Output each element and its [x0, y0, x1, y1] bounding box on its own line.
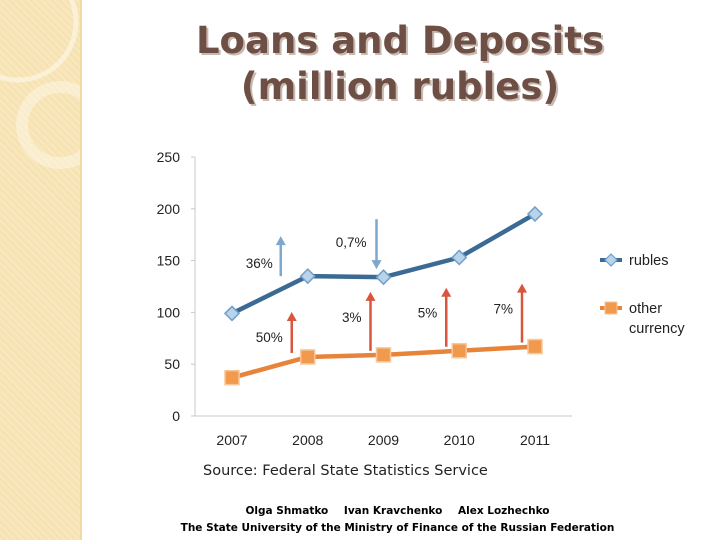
author-name: Alex Lozhechko	[458, 505, 550, 517]
data-point-rubles	[375, 269, 392, 286]
title-line-2: (million rubles)	[240, 65, 560, 108]
annotation-arrowhead	[371, 260, 382, 270]
y-tick-label: 100	[157, 304, 181, 320]
annotation-label: 50%	[256, 330, 283, 345]
data-point-other-currency	[527, 338, 543, 355]
y-tick-label: 250	[157, 149, 181, 165]
annotation-label: 3%	[342, 310, 362, 325]
x-tick-label: 2007	[216, 432, 247, 448]
data-point-other-currency	[451, 342, 467, 359]
author-name: Olga Shmatko	[245, 505, 329, 517]
annotation-arrowhead	[275, 236, 286, 246]
source-note: Source: Federal State Statistics Service	[203, 463, 488, 479]
slide-title: Loans and Deposits (million rubles)	[90, 18, 710, 110]
legend-marker-other-currency	[604, 301, 618, 315]
annotation-label: 5%	[418, 306, 438, 321]
legend-label: rubles	[629, 253, 669, 269]
x-tick-label: 2009	[368, 432, 399, 448]
x-tick-label: 2008	[292, 432, 323, 448]
legend-label: other	[629, 301, 662, 317]
y-tick-label: 50	[164, 356, 180, 372]
data-point-rubles	[223, 305, 241, 322]
legend-marker-rubles	[604, 253, 618, 267]
annotation-arrowhead	[517, 283, 527, 293]
y-tick-label: 0	[172, 408, 180, 424]
y-tick-label: 200	[157, 201, 181, 217]
x-tick-label: 2010	[444, 432, 475, 448]
data-point-other-currency	[375, 347, 392, 363]
annotation-label: 0,7%	[336, 235, 367, 250]
annotation-label: 7%	[493, 302, 513, 317]
data-point-other-currency	[224, 369, 240, 386]
data-point-rubles	[299, 268, 316, 285]
decorative-sidebar	[0, 0, 104, 540]
data-point-other-currency	[300, 349, 316, 365]
data-point-rubles	[451, 249, 468, 266]
footer: Olga Shmatko Ivan Kravchenko Alex Lozhec…	[150, 503, 645, 537]
series-line-0	[229, 211, 538, 316]
annotation-arrowhead	[286, 311, 297, 321]
author-name: Ivan Kravchenko	[343, 505, 443, 517]
x-tick-label: 2011	[520, 432, 550, 448]
legend-label: currency	[629, 321, 685, 337]
authors-line: Olga Shmatko Ivan Kravchenko Alex Lozhec…	[150, 503, 645, 520]
annotation-arrowhead	[441, 287, 452, 297]
data-point-rubles	[526, 205, 544, 223]
y-tick-label: 150	[157, 253, 181, 269]
title-line-1: Loans and Deposits	[195, 19, 604, 62]
annotation-label: 36%	[246, 256, 273, 271]
annotation-arrowhead	[365, 291, 376, 301]
affiliation: The State University of the Ministry of …	[180, 522, 615, 534]
sidebar-border	[80, 0, 82, 540]
